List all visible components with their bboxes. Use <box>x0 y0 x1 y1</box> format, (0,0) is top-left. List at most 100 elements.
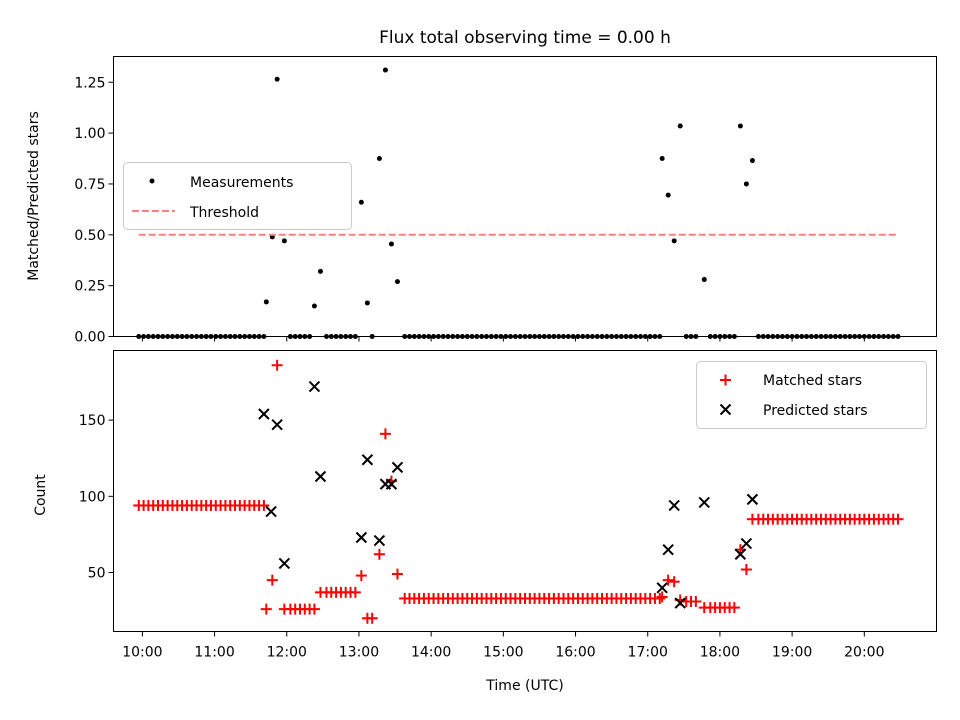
measurements-point <box>737 123 743 129</box>
measurements-point <box>701 277 707 283</box>
predicted-stars-point <box>314 470 327 483</box>
measurements-point <box>311 303 317 309</box>
x-tick-label: 14:00 <box>411 645 451 661</box>
legend: Measurements Threshold <box>123 162 352 230</box>
matched-stars-point <box>355 570 367 582</box>
plot-frame <box>113 56 937 337</box>
measurements-point <box>358 199 364 205</box>
matched-stars-point <box>308 603 320 615</box>
matched-stars-point <box>662 574 674 586</box>
matched-stars-point <box>668 576 680 588</box>
legend-box <box>123 162 352 230</box>
matched-stars-point <box>366 612 378 624</box>
matched-stars-point <box>258 499 270 511</box>
x-tick-label: 12:00 <box>267 645 307 661</box>
predicted-stars-point <box>385 478 398 490</box>
y-tick-label: 0.75 <box>74 177 105 193</box>
predicted-stars-point <box>734 548 747 560</box>
y-axis-label: Count <box>33 474 49 516</box>
predicted-stars-point <box>698 496 710 509</box>
predicted-stars-point <box>355 531 368 544</box>
y-tick-label: 150 <box>79 413 106 429</box>
measurements-point <box>382 67 388 73</box>
measurements-point <box>659 156 665 162</box>
measurements-point <box>364 300 370 306</box>
measurements-point <box>394 279 400 285</box>
y-axis-label: Matched/Predicted stars <box>26 111 42 281</box>
y-axis-ticks: 0.00 0.25 0.50 0.75 1.00 1.25 <box>74 75 114 346</box>
predicted-stars-point <box>373 534 386 547</box>
measurements-point <box>376 156 382 162</box>
matched-stars-point <box>373 548 385 560</box>
x-axis-label: Time (UTC) <box>485 678 563 694</box>
measurements-point <box>317 268 323 274</box>
plot-frame <box>113 350 937 632</box>
y-tick-label: 0.00 <box>74 330 105 346</box>
matched-stars-point <box>260 603 272 615</box>
measurements-point <box>274 76 280 82</box>
x-tick-label: 20:00 <box>844 645 884 661</box>
y-axis-ticks: 50 100 150 <box>79 413 114 582</box>
matched-stars-point <box>271 359 283 371</box>
legend: Matched stars Predicted stars <box>696 361 927 429</box>
matched-stars-point <box>728 602 740 614</box>
legend-label-predicted-stars: Predicted stars <box>763 403 868 419</box>
measurements-point <box>665 192 671 198</box>
predicted-stars-point <box>674 597 686 609</box>
y-tick-label: 0.50 <box>74 228 105 244</box>
measurements-point <box>263 299 269 305</box>
matched-stars-point <box>656 591 668 603</box>
legend-marker-measurements <box>149 178 155 184</box>
measurements-point <box>671 238 677 244</box>
x-tick-label: 15:00 <box>483 645 523 661</box>
predicted-stars-point <box>746 493 759 506</box>
x-tick-label: 19:00 <box>772 645 812 661</box>
chart-title: Flux total observing time = 0.00 h <box>379 28 671 48</box>
measurements-point <box>677 123 683 129</box>
legend-box <box>696 361 927 429</box>
x-tick-label: 16:00 <box>555 645 595 661</box>
measurements-point <box>749 158 755 164</box>
matched-stars-point <box>654 592 666 604</box>
matched-stars-point <box>690 596 702 608</box>
y-tick-label: 50 <box>88 566 106 582</box>
matched-stars-point <box>391 568 403 580</box>
x-tick-label: 18:00 <box>700 645 740 661</box>
y-tick-label: 1.25 <box>74 75 105 91</box>
y-tick-label: 1.00 <box>74 126 105 142</box>
matched-stars-point <box>266 574 278 586</box>
y-tick-label: 100 <box>79 489 106 505</box>
x-tick-label: 17:00 <box>628 645 668 661</box>
measurements-point <box>743 181 749 187</box>
legend-label-matched-stars: Matched stars <box>763 373 862 389</box>
predicted-stars-point <box>361 454 374 466</box>
x-tick-label: 11:00 <box>194 645 234 661</box>
predicted-stars-point <box>740 537 753 550</box>
predicted-stars-point <box>265 505 277 518</box>
plot-marks <box>133 359 904 624</box>
x-tick-label: 10:00 <box>122 645 162 661</box>
predicted-stars-point <box>668 499 680 512</box>
predicted-stars-point <box>278 557 291 570</box>
measurements-point <box>281 238 287 244</box>
predicted-stars-point <box>391 461 404 474</box>
flux-ratio-panel: Flux total observing time = 0.00 h 0.000… <box>26 28 937 346</box>
predicted-stars-point <box>308 380 321 393</box>
y-tick-label: 0.25 <box>74 279 105 295</box>
predicted-stars-point <box>258 408 270 420</box>
matched-stars-point <box>379 428 391 440</box>
matched-stars-point <box>892 513 904 525</box>
predicted-stars-point <box>662 543 674 556</box>
predicted-stars-point <box>271 418 283 431</box>
x-tick-label: 13:00 <box>339 645 379 661</box>
legend-marker-predicted-stars <box>719 403 732 416</box>
x-axis-ticks: 10:00 11:00 12:00 13:00 14:00 15:00 16:00 17:00… <box>122 631 884 661</box>
legend-label-measurements: Measurements <box>190 175 293 191</box>
matched-stars-point <box>349 586 361 598</box>
measurements-point <box>388 241 394 247</box>
matched-stars-point <box>740 563 752 575</box>
legend-marker-matched-stars <box>720 374 731 386</box>
